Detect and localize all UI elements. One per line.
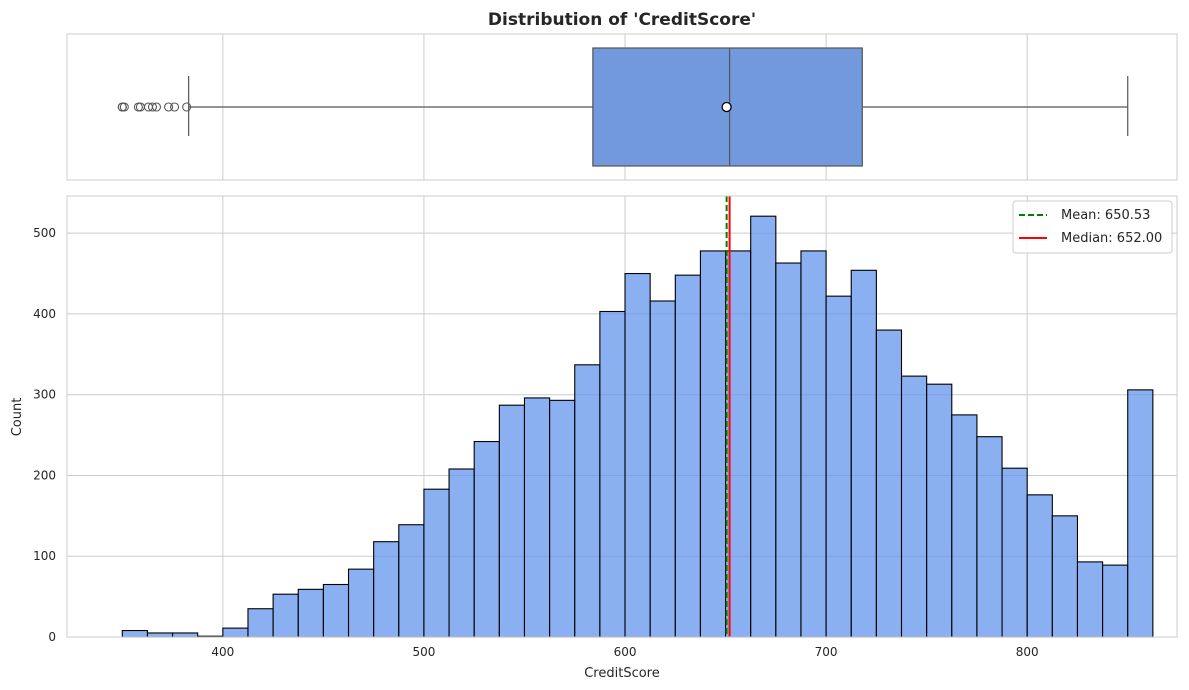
- histogram-border: [66, 195, 1178, 638]
- histogram-bar: [750, 215, 777, 638]
- boxplot-outlier: [147, 102, 158, 112]
- histogram-bar: [373, 541, 400, 638]
- y-tick-label: 200: [33, 468, 56, 482]
- histogram-bar: [674, 274, 701, 638]
- x-tick-label: 600: [614, 645, 637, 659]
- histogram-bar: [926, 383, 953, 638]
- reference-lines: [725, 196, 731, 637]
- histogram-panel: 400 500 600 700 800 0 100 200 300 400 500: [33, 195, 1178, 659]
- y-axis-label: Count: [10, 398, 25, 437]
- chart-title: Distribution of 'CreditScore': [488, 10, 756, 30]
- x-tick-label: 400: [211, 645, 234, 659]
- x-tick-label: 800: [1016, 645, 1039, 659]
- histogram-bar: [1051, 515, 1079, 638]
- histogram-bar: [272, 593, 299, 638]
- boxplot-marks: [117, 47, 1129, 167]
- histogram-bar: [1127, 389, 1154, 638]
- histogram-bar: [951, 414, 978, 638]
- boxplot-outlier: [119, 102, 129, 112]
- histogram-bar: [172, 632, 199, 638]
- x-tick-label: 500: [412, 645, 435, 659]
- boxplot-outlier: [182, 102, 192, 112]
- boxplot-outlier: [151, 102, 162, 112]
- histogram-bar: [222, 627, 249, 638]
- boxplot-border: [66, 33, 1178, 181]
- y-tick-label: 100: [33, 549, 56, 563]
- histogram-bar: [599, 310, 626, 638]
- histogram-bar: [322, 583, 350, 638]
- histogram-bar: [850, 269, 877, 638]
- histogram-bar: [448, 468, 475, 638]
- legend-mean-label: Mean: 650.53: [1061, 208, 1150, 223]
- boxplot-mean-marker: [721, 101, 732, 113]
- histogram-bar: [1076, 561, 1104, 638]
- x-axis-ticks: 400 500 600 700 800: [211, 645, 1038, 659]
- histogram-bar: [297, 588, 324, 638]
- boxplot-panel: [66, 33, 1178, 181]
- histogram-bar: [347, 568, 375, 638]
- y-tick-label: 400: [33, 307, 56, 321]
- y-tick-label: 500: [33, 226, 56, 240]
- histogram-bar: [1102, 564, 1129, 638]
- histogram-bar: [574, 364, 601, 638]
- histogram-bar: [699, 250, 727, 638]
- y-axis-ticks: 0 100 200 300 400 500: [33, 226, 56, 644]
- histogram-bar: [398, 524, 425, 638]
- legend-box: [1012, 200, 1173, 254]
- histogram-bar: [775, 262, 802, 638]
- legend: Mean: 650.53 Median: 652.00: [1012, 200, 1173, 254]
- histogram-bar: [473, 440, 500, 638]
- histogram-bar: [498, 404, 526, 638]
- histogram-bar: [1026, 494, 1053, 638]
- histogram-bar: [900, 375, 928, 638]
- histogram-bar: [247, 608, 274, 638]
- y-tick-label: 0: [48, 630, 56, 644]
- histogram-bar: [976, 436, 1003, 638]
- histogram-bar: [649, 300, 676, 638]
- histogram-bar: [825, 295, 852, 638]
- histogram-bar: [800, 250, 827, 638]
- legend-median-label: Median: 652.00: [1061, 231, 1162, 246]
- histogram-bar: [121, 629, 148, 638]
- histogram-bar: [875, 329, 903, 638]
- histogram-bars: [121, 215, 1154, 638]
- histogram-bar: [523, 397, 551, 638]
- boxplot-outlier: [163, 102, 174, 112]
- histogram-bar: [423, 488, 450, 638]
- histogram-bar: [146, 632, 174, 638]
- histogram-bar: [549, 399, 576, 638]
- x-tick-label: 700: [815, 645, 838, 659]
- boxplot-outlier: [170, 102, 180, 112]
- y-tick-label: 300: [33, 388, 56, 402]
- histogram-bar: [1001, 467, 1028, 638]
- x-axis-label: CreditScore: [584, 666, 660, 681]
- histogram-bar: [624, 272, 651, 638]
